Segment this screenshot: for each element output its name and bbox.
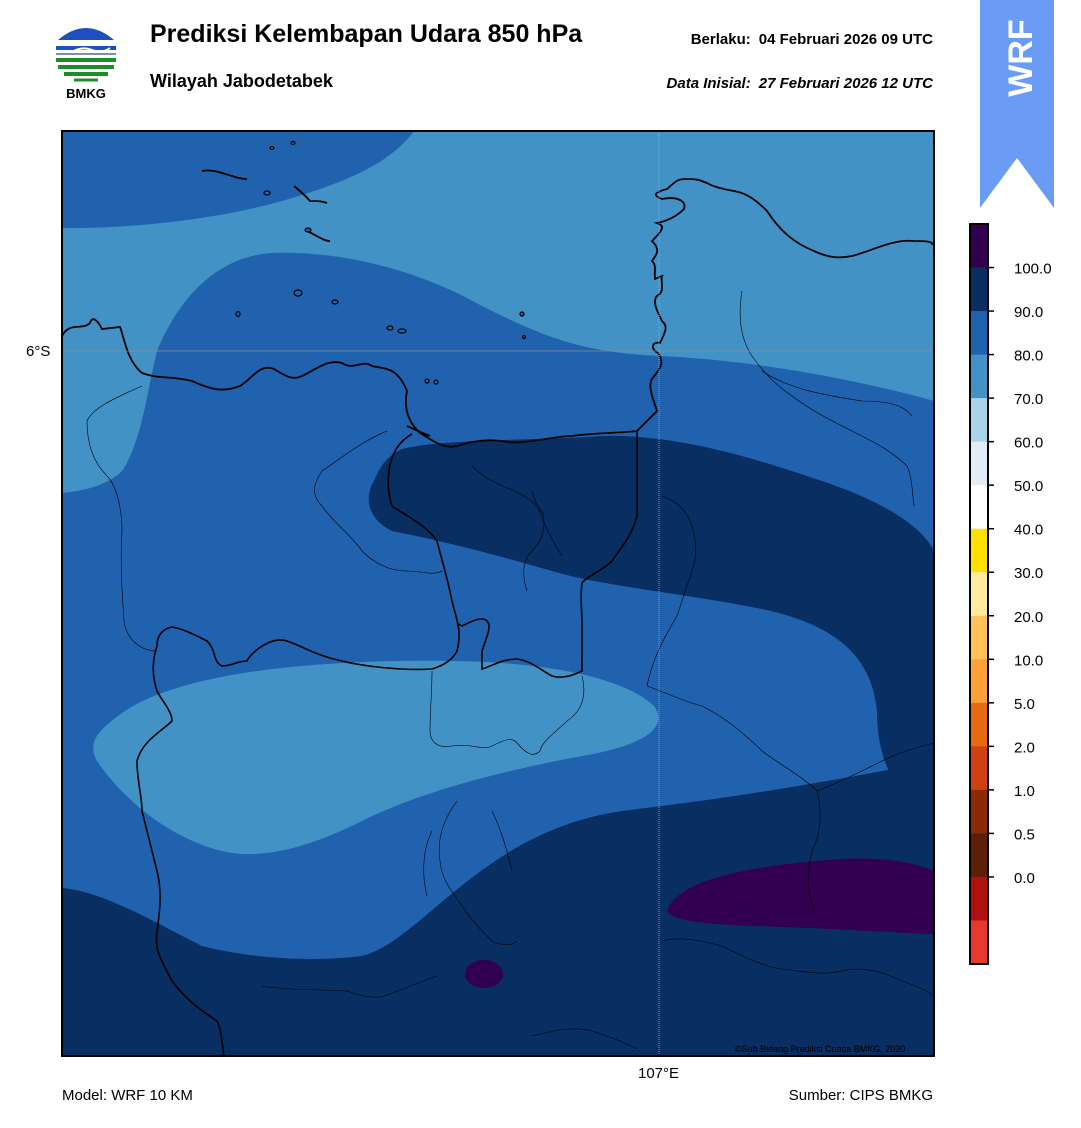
map-subtitle: Wilayah Jabodetabek (150, 71, 333, 91)
source-label: Sumber: CIPS BMKG (788, 1087, 933, 1104)
color-legend: 100.0 90.0 80.0 70.0 60.0 50.0 40.0 30.0 20.0 10.… (968, 222, 1068, 968)
model-label: Model: WRF 10 KM (62, 1087, 193, 1104)
thousand-islands (235, 140, 527, 385)
legend-label: 2.0 (1014, 739, 1035, 756)
wrf-badge: WRF (980, 0, 1054, 210)
legend-label: 20.0 (1014, 609, 1043, 626)
legend-swatch (970, 702, 988, 747)
init-value: 27 Februari 2026 12 UTC (758, 75, 933, 92)
init-time: Data Inisial: 27 Februari 2026 12 UTC (667, 75, 933, 92)
legend-border (969, 223, 989, 965)
legend-swatch (970, 311, 988, 356)
legend-label: 1.0 (1014, 783, 1035, 800)
legend-label: 50.0 (1014, 478, 1043, 495)
legend-swatch (970, 789, 988, 834)
map-title: Prediksi Kelembapan Udara 850 hPa (150, 20, 583, 48)
legend-label: 60.0 (1014, 435, 1043, 452)
wrf-badge-text: WRF (1002, 19, 1040, 96)
legend-label: 80.0 (1014, 348, 1043, 365)
legend-swatch (970, 267, 988, 312)
legend-swatch (970, 659, 988, 704)
province-boundary (136, 431, 638, 1057)
logo-text: BMKG (66, 86, 106, 101)
legend-swatch (970, 398, 988, 443)
legend-label: 90.0 (1014, 304, 1043, 321)
bmkg-logo: BMKG (52, 20, 120, 102)
legend-label: 100.0 (1014, 261, 1052, 278)
coastline (61, 169, 935, 448)
legend-label: 0.5 (1014, 826, 1035, 843)
legend-swatch (970, 615, 988, 660)
valid-time: Berlaku: 04 Februari 2026 09 UTC (691, 31, 933, 48)
contour-70-80-north (62, 131, 934, 493)
legend-swatch (970, 354, 988, 399)
contour-70-80-central (93, 660, 659, 855)
legend-label: 70.0 (1014, 391, 1043, 408)
legend-swatch (970, 572, 988, 617)
legend-swatch (970, 746, 988, 791)
contour-100-east (667, 858, 934, 934)
valid-label: Berlaku: (690, 31, 751, 48)
legend-label: 10.0 (1014, 652, 1043, 669)
map-copyright: ©Sub Bidang Prediksi Cuaca BMKG, 2020 (735, 1044, 906, 1054)
legend-swatch (970, 528, 988, 573)
init-label: Data Inisial: (666, 75, 751, 92)
legend-label: 0.0 (1014, 870, 1035, 887)
valid-value: 04 Februari 2026 09 UTC (758, 31, 933, 48)
longitude-label: 107°E (638, 1065, 680, 1082)
legend-label: 30.0 (1014, 565, 1043, 582)
legend-swatch (970, 833, 988, 878)
legend-swatch (970, 441, 988, 486)
legend-swatch (970, 876, 988, 921)
contour-90-100-south (62, 761, 934, 1056)
legend-swatch (970, 485, 988, 530)
contour-90-100-north (368, 435, 935, 851)
latitude-label: 6°S (26, 343, 51, 360)
legend-label: 5.0 (1014, 696, 1035, 713)
humidity-map (61, 131, 935, 1057)
legend-label: 40.0 (1014, 522, 1043, 539)
legend-swatch (970, 920, 988, 965)
regency-boundary (86, 290, 935, 1050)
legend-swatch (970, 224, 988, 269)
contour-100-spot (465, 960, 503, 988)
